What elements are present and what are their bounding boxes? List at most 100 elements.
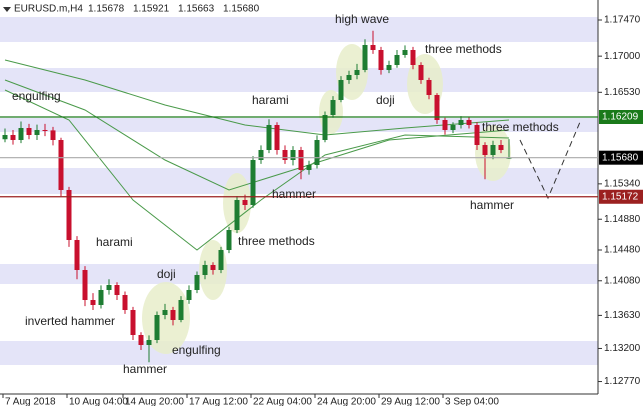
highlight: [407, 54, 443, 114]
candle-body: [482, 145, 488, 155]
candle-body: [442, 120, 448, 130]
y-tick-label: 1.13200: [604, 343, 641, 354]
candle-body: [162, 310, 168, 315]
candle-body: [466, 120, 472, 125]
symbol: EURUSD.m,H4: [14, 4, 83, 15]
candle-body: [362, 45, 368, 70]
candle-body: [370, 45, 376, 50]
candle-body: [378, 50, 384, 70]
candle-body: [298, 150, 304, 170]
annotation: hammer: [470, 198, 514, 212]
level-label: 1.15172: [602, 191, 639, 202]
zones: [0, 17, 598, 365]
x-tick-label: 14 Aug 20:00: [125, 397, 184, 406]
candle-body: [394, 55, 400, 65]
candle-body: [450, 125, 456, 130]
candle-body: [410, 50, 416, 65]
candle-body: [178, 300, 184, 320]
highlights: [142, 44, 511, 354]
y-tick-label: 1.14480: [604, 245, 641, 256]
candle-body: [26, 128, 32, 135]
annotation: inverted hammer: [25, 314, 115, 328]
candle-body: [226, 230, 232, 250]
projection: [519, 121, 581, 200]
annotation: three methods: [238, 234, 315, 248]
candle-body: [202, 265, 208, 275]
candle-body: [50, 130, 56, 140]
annotation: harami: [252, 93, 289, 107]
candle-body: [34, 130, 40, 135]
zone: [0, 68, 598, 92]
level-box: [599, 110, 643, 124]
candle-body: [66, 190, 72, 240]
x-tick-label: 29 Aug 12:00: [381, 397, 440, 406]
level-label: 1.16209: [602, 112, 639, 123]
candle-body: [130, 310, 136, 335]
annotation: doji: [376, 93, 395, 107]
candle-body: [490, 145, 496, 155]
x-tick-label: 22 Aug 04:00: [253, 397, 312, 406]
candle-body: [346, 75, 352, 80]
annotation: three methods: [425, 42, 502, 56]
candle-body: [98, 290, 104, 305]
annotation: doji: [157, 267, 176, 281]
x-tick-label: 24 Aug 20:00: [317, 397, 376, 406]
moving-average: [4, 59, 510, 136]
zone: [0, 341, 598, 365]
x-tick-label: 3 Sep 04:00: [445, 397, 499, 406]
candle-body: [234, 200, 240, 230]
annotation: harami: [96, 235, 133, 249]
candle-body: [306, 165, 312, 170]
candle-body: [138, 335, 144, 345]
y-tick-label: 1.16530: [604, 87, 641, 98]
candle-body: [474, 125, 480, 145]
annotation: hammer: [272, 187, 316, 201]
candle-body: [186, 290, 192, 300]
candle-body: [146, 340, 152, 345]
x-tick-label: 17 Aug 12:00: [189, 397, 248, 406]
level-label: 1.15680: [602, 152, 639, 163]
candle-body: [18, 128, 24, 140]
candle-body: [114, 285, 120, 295]
level-box: [599, 189, 643, 204]
candle-body: [90, 300, 96, 305]
moving-average: [4, 79, 510, 191]
candle-body: [418, 65, 424, 80]
candle-body: [250, 160, 256, 205]
candle-body: [322, 115, 328, 140]
candle-body: [170, 310, 176, 320]
header-value: 1.15663: [178, 4, 215, 15]
header-value: 1.15680: [223, 4, 260, 15]
y-tick-label: 1.14880: [604, 214, 641, 225]
header-value: 1.15921: [133, 4, 170, 15]
y-tick-label: 1.12770: [604, 376, 641, 387]
header-value: 1.15678: [88, 4, 125, 15]
y-tick-label: 1.17000: [604, 51, 641, 62]
candle-body: [58, 140, 64, 190]
y-tick-label: 1.13630: [604, 310, 641, 321]
candle-body: [386, 65, 392, 70]
x-tick-label: 7 Aug 2018: [5, 397, 56, 406]
candle-body: [354, 70, 360, 75]
candle-body: [210, 265, 216, 270]
candle-body: [218, 250, 224, 270]
zone: [0, 17, 598, 42]
x-tick-label: 10 Aug 04:00: [69, 397, 128, 406]
candle-body: [42, 130, 48, 131]
candle-body: [154, 315, 160, 340]
highlight: [336, 44, 368, 100]
candle-body: [122, 295, 128, 310]
y-tick-label: 1.17470: [604, 15, 641, 26]
menu-arrow[interactable]: [3, 7, 11, 12]
candle-body: [282, 150, 288, 160]
annotation: high wave: [335, 12, 389, 26]
candle-body: [290, 150, 296, 160]
candle-body: [258, 150, 264, 160]
moving-average: [4, 89, 510, 251]
candle-body: [314, 140, 320, 165]
annotation: engulfing: [12, 89, 61, 103]
candle-body: [106, 285, 112, 290]
candle-body: [242, 200, 248, 205]
candle-body: [2, 135, 8, 140]
